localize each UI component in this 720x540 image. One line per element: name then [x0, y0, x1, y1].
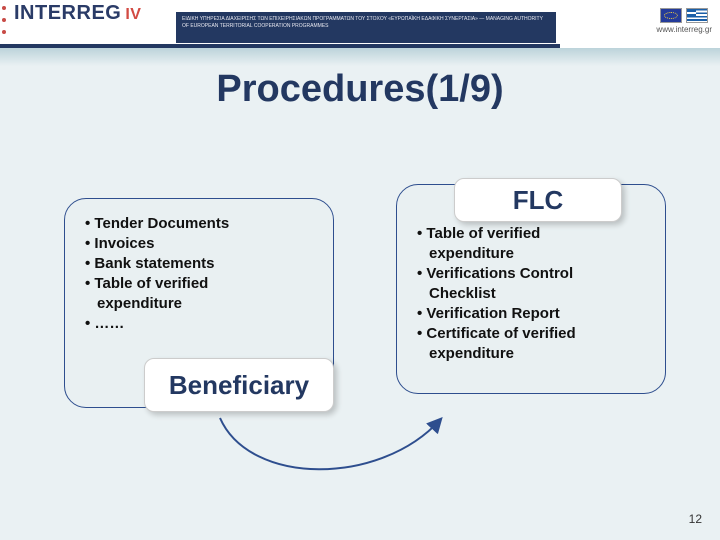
list-item: expenditure — [85, 295, 317, 312]
header-left: INTERREGIV — [2, 2, 152, 40]
list-item: Table of verified — [417, 225, 649, 242]
logo-text: INTERREG — [14, 2, 121, 24]
list-item: Tender Documents — [85, 215, 317, 232]
list-item: …… — [85, 315, 317, 332]
interreg-logo: INTERREGIV — [14, 2, 141, 25]
header-rule-fade — [0, 48, 720, 66]
eu-flag-icon — [660, 8, 682, 23]
list-item: Invoices — [85, 235, 317, 252]
header: INTERREGIV ΕΙΔΙΚΗ ΥΠΗΡΕΣΙΑ ΔΙΑΧΕΙΡΙΣΗΣ Τ… — [0, 0, 720, 60]
list-item: Verifications Control — [417, 265, 649, 282]
page-title: Procedures(1/9) — [0, 68, 720, 111]
list-item: expenditure — [417, 345, 649, 362]
header-band: ΕΙΔΙΚΗ ΥΠΗΡΕΣΙΑ ΔΙΑΧΕΙΡΙΣΗΣ ΤΩΝ ΕΠΙΧΕΙΡΗ… — [176, 12, 556, 43]
list-item: Table of verified — [85, 275, 317, 292]
list-item: expenditure — [417, 245, 649, 262]
beneficiary-list: Tender Documents Invoices Bank statement… — [65, 199, 333, 351]
list-item: Verification Report — [417, 305, 649, 322]
list-item: Checklist — [417, 285, 649, 302]
header-dots — [2, 2, 12, 34]
flow-arrow-icon — [190, 406, 460, 496]
greece-flag-icon — [686, 8, 708, 23]
header-url: www.interreg.gr — [656, 25, 712, 34]
list-item: Bank statements — [85, 255, 317, 272]
flc-label: FLC — [454, 178, 622, 222]
page-number: 12 — [689, 512, 702, 526]
header-right: www.interreg.gr — [656, 8, 712, 34]
beneficiary-label: Beneficiary — [144, 358, 334, 412]
list-item: Certificate of verified — [417, 325, 649, 342]
logo-suffix: IV — [125, 6, 141, 23]
flags — [660, 8, 708, 23]
